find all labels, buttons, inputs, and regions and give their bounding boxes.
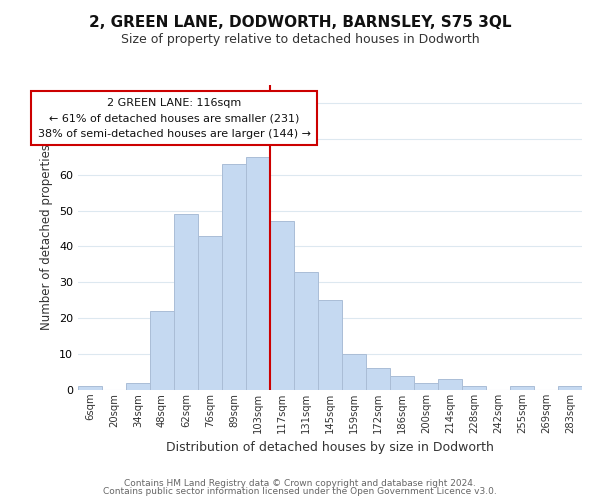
Text: Size of property relative to detached houses in Dodworth: Size of property relative to detached ho… xyxy=(121,32,479,46)
Bar xyxy=(462,386,486,390)
Text: 2 GREEN LANE: 116sqm
← 61% of detached houses are smaller (231)
38% of semi-deta: 2 GREEN LANE: 116sqm ← 61% of detached h… xyxy=(37,98,311,139)
Bar xyxy=(222,164,246,390)
Text: Contains HM Land Registry data © Crown copyright and database right 2024.: Contains HM Land Registry data © Crown c… xyxy=(124,478,476,488)
Bar xyxy=(558,386,582,390)
Text: Contains public sector information licensed under the Open Government Licence v3: Contains public sector information licen… xyxy=(103,487,497,496)
Bar xyxy=(390,376,414,390)
Text: 2, GREEN LANE, DODWORTH, BARNSLEY, S75 3QL: 2, GREEN LANE, DODWORTH, BARNSLEY, S75 3… xyxy=(89,15,511,30)
Bar xyxy=(126,383,150,390)
Bar xyxy=(438,379,462,390)
Bar xyxy=(198,236,222,390)
Y-axis label: Number of detached properties: Number of detached properties xyxy=(40,144,53,330)
Bar xyxy=(78,386,102,390)
Bar xyxy=(414,383,438,390)
Bar xyxy=(318,300,342,390)
Bar xyxy=(510,386,534,390)
Bar xyxy=(342,354,366,390)
Bar xyxy=(174,214,198,390)
Bar xyxy=(150,311,174,390)
Bar xyxy=(270,222,294,390)
Bar xyxy=(246,157,270,390)
Bar xyxy=(366,368,390,390)
Bar xyxy=(294,272,318,390)
X-axis label: Distribution of detached houses by size in Dodworth: Distribution of detached houses by size … xyxy=(166,442,494,454)
